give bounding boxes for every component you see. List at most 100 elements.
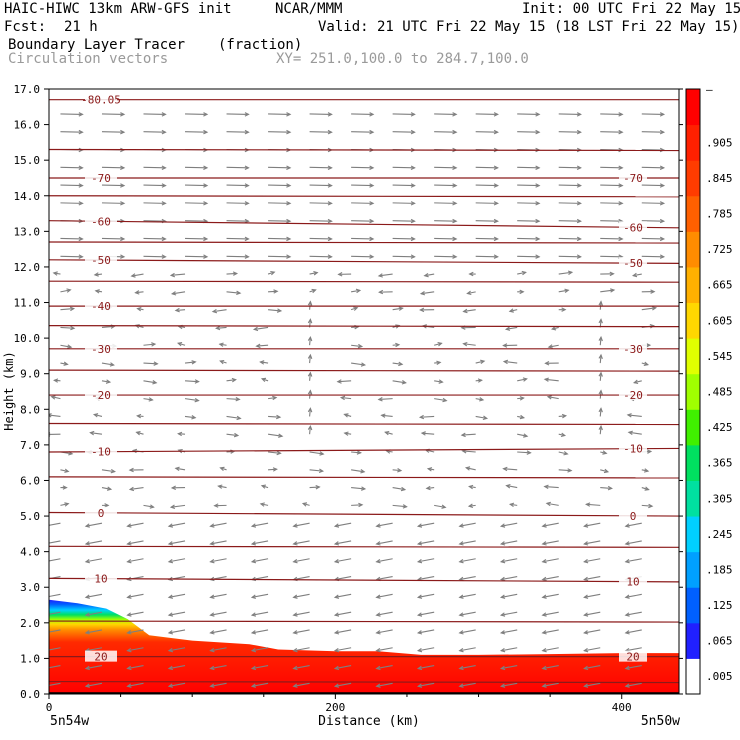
vector-head bbox=[598, 318, 603, 324]
vector-shaft bbox=[459, 664, 476, 670]
vector-shaft bbox=[558, 220, 581, 222]
vector-head bbox=[78, 112, 84, 117]
vector-head bbox=[235, 397, 241, 402]
vector-head bbox=[502, 466, 508, 472]
vector-head bbox=[209, 612, 215, 617]
vector-shaft bbox=[309, 372, 311, 381]
y-tick-label: 12.0 bbox=[14, 261, 41, 274]
vector-head bbox=[174, 466, 180, 472]
vector-shaft bbox=[558, 237, 581, 240]
vector-shaft bbox=[542, 682, 559, 687]
colorbar-segment bbox=[686, 658, 700, 695]
vector-head bbox=[45, 684, 49, 688]
vector-shaft bbox=[309, 408, 311, 417]
vector-head bbox=[377, 273, 383, 278]
vector-shaft bbox=[459, 647, 476, 652]
vector-head bbox=[583, 683, 589, 688]
vector-head bbox=[120, 183, 126, 188]
vector-head bbox=[467, 503, 474, 509]
vector-head bbox=[535, 254, 541, 259]
vector-head bbox=[576, 165, 582, 170]
isotherm-line bbox=[49, 220, 679, 229]
vector-head bbox=[499, 630, 506, 635]
vector-shaft bbox=[143, 380, 157, 384]
isotherm-contours bbox=[49, 99, 679, 684]
vector-shaft bbox=[85, 647, 103, 652]
vector-shaft bbox=[226, 415, 241, 419]
vector-head bbox=[167, 541, 174, 546]
vector-shaft bbox=[392, 380, 406, 384]
isotherm-label: 20 bbox=[626, 651, 639, 664]
vector-shaft bbox=[293, 576, 310, 581]
vector-shaft bbox=[60, 166, 83, 169]
vector-shaft bbox=[628, 431, 642, 435]
vector-head bbox=[161, 165, 167, 170]
vector-head bbox=[462, 308, 468, 314]
vector-shaft bbox=[172, 291, 186, 295]
vector-head bbox=[120, 254, 126, 259]
vector-head bbox=[244, 201, 250, 206]
vector-shaft bbox=[459, 611, 476, 616]
vector-shaft bbox=[143, 166, 166, 169]
vector-shaft bbox=[251, 664, 269, 670]
vector-shaft bbox=[226, 272, 237, 275]
vector-head bbox=[339, 395, 346, 401]
vector-head bbox=[311, 288, 317, 294]
colorbar-segment bbox=[686, 231, 700, 268]
vector-head bbox=[420, 431, 426, 436]
vector-shaft bbox=[309, 272, 318, 275]
vector-shaft bbox=[434, 220, 457, 222]
vector-head bbox=[360, 362, 367, 367]
vector-head bbox=[464, 466, 471, 471]
vector-head bbox=[624, 683, 630, 688]
vector-shaft bbox=[376, 664, 393, 670]
vector-head bbox=[203, 112, 209, 117]
vector-head bbox=[535, 165, 541, 170]
vector-shaft bbox=[251, 522, 269, 527]
vector-shaft bbox=[517, 378, 527, 382]
vector-shaft bbox=[351, 487, 365, 490]
vector-head bbox=[452, 183, 458, 188]
vector-shaft bbox=[309, 113, 332, 115]
vector-shaft bbox=[184, 361, 196, 364]
vector-head bbox=[337, 272, 343, 277]
vector-shaft bbox=[392, 255, 415, 258]
vector-shaft bbox=[101, 237, 124, 240]
vector-head bbox=[458, 523, 464, 528]
vector-shaft bbox=[542, 593, 559, 598]
vector-shaft bbox=[60, 289, 71, 293]
vector-head bbox=[307, 318, 313, 324]
header-fcst-label: Fcst: bbox=[4, 19, 47, 35]
vector-head bbox=[419, 307, 425, 313]
vector-head bbox=[215, 325, 221, 331]
vector-head bbox=[255, 343, 261, 349]
vector-head bbox=[410, 254, 416, 259]
vector-shaft bbox=[421, 291, 435, 295]
vector-shaft bbox=[185, 220, 208, 222]
vector-shaft bbox=[600, 289, 615, 293]
colorbar-segment bbox=[686, 622, 700, 659]
vector-head bbox=[541, 630, 547, 635]
vector-shaft bbox=[475, 415, 487, 419]
vector-head bbox=[437, 341, 443, 347]
vector-shaft bbox=[85, 522, 103, 527]
vector-shaft bbox=[475, 255, 498, 258]
vector-shaft bbox=[418, 629, 435, 634]
terrain-strip bbox=[49, 692, 679, 694]
vector-shaft bbox=[475, 360, 485, 364]
vector-shaft bbox=[461, 433, 476, 436]
vector-head bbox=[425, 485, 431, 491]
vector-head bbox=[84, 558, 90, 564]
vector-shaft bbox=[335, 647, 352, 652]
vector-head bbox=[148, 397, 154, 402]
colorbar-segment bbox=[686, 302, 700, 339]
vector-shaft bbox=[309, 469, 323, 472]
vector-shaft bbox=[376, 682, 393, 687]
vector-head bbox=[45, 648, 49, 651]
vector-shaft bbox=[641, 504, 653, 507]
vector-head bbox=[244, 218, 250, 224]
vector-head bbox=[598, 371, 603, 377]
vector-head bbox=[260, 377, 267, 382]
vector-head bbox=[134, 290, 140, 295]
vector-head bbox=[598, 407, 603, 413]
